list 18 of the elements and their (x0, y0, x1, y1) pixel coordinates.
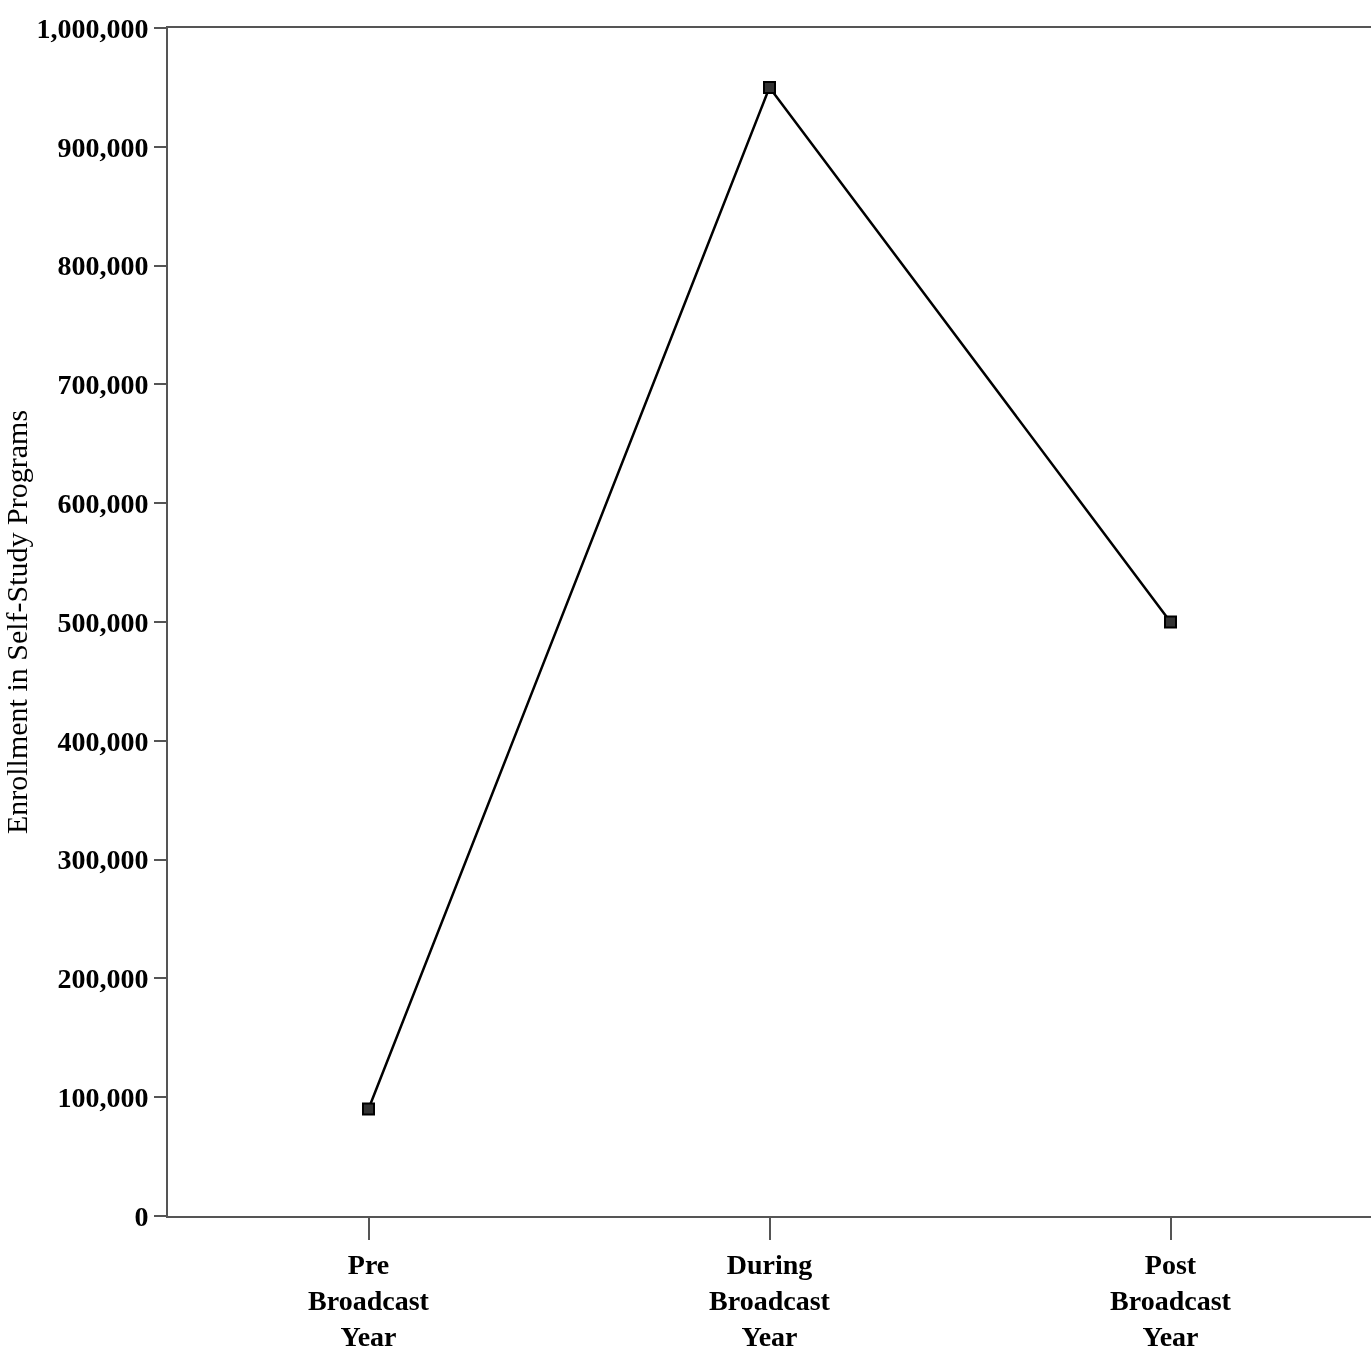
x-tick-label: Pre Broadcast Year (308, 1248, 430, 1353)
point (362, 1102, 375, 1116)
y-tick-label: 600,000 (57, 488, 149, 519)
point (763, 80, 776, 94)
y-tick-label: 100,000 (57, 1082, 149, 1113)
y-tick-label: 900,000 (57, 131, 149, 163)
y-tick-label: 0 (134, 1200, 149, 1232)
y-tick-label: 1,000,000 (36, 12, 149, 44)
x-tick-label: During Broadcast Year (709, 1248, 831, 1353)
y-axis-title: Enrollment in Self-Study Programs (0, 409, 33, 835)
y-tick-label: 500,000 (57, 606, 149, 638)
y-tick-label: 200,000 (57, 963, 149, 995)
y-tick-label: 400,000 (57, 725, 149, 757)
y-tick-label: 300,000 (57, 844, 149, 876)
y-tick-label: 800,000 (57, 250, 149, 282)
x-tick-label: Post Broadcast Year (1110, 1248, 1232, 1353)
point (1164, 615, 1177, 629)
y-tick-label: 700,000 (57, 369, 149, 401)
